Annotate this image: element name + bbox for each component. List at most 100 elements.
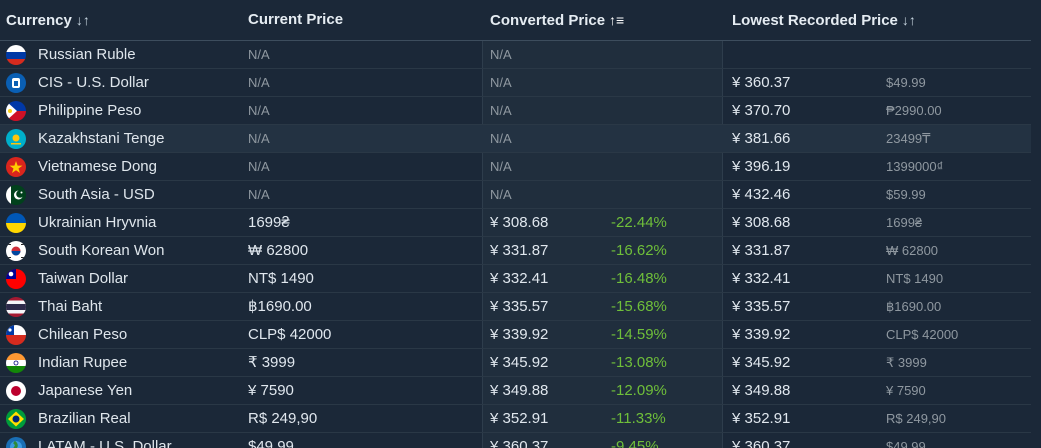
lowest-recorded-local-price: 1399000₫ bbox=[886, 159, 944, 174]
lowest-recorded-local-price: 1699₴ bbox=[886, 215, 923, 230]
currency-column-header[interactable]: Currency ↓↑ bbox=[6, 0, 90, 40]
converted-price: ¥ 308.68 bbox=[490, 214, 549, 231]
lowest-recorded-price: ¥ 360.37 bbox=[732, 74, 791, 91]
lowest-recorded-price: ¥ 339.92 bbox=[732, 326, 791, 343]
cis-flag-icon bbox=[6, 73, 26, 93]
currency-name: Russian Ruble bbox=[38, 46, 136, 63]
lowest-recorded-local-price: ¥ 7590 bbox=[886, 383, 926, 398]
column-divider bbox=[482, 41, 483, 448]
table-row[interactable]: Thai Baht ฿1690.00 ¥ 335.57 -15.68% ¥ 335.57… bbox=[0, 293, 1031, 321]
lowest-recorded-price: ¥ 432.46 bbox=[732, 186, 791, 203]
india-flag-icon bbox=[6, 353, 26, 373]
lowest-recorded-local-price: $59.99 bbox=[886, 187, 926, 202]
converted-price: N/A bbox=[490, 131, 512, 146]
current-price: ₹ 3999 bbox=[248, 354, 296, 371]
lowest-recorded-price: ¥ 335.57 bbox=[732, 298, 791, 315]
lowest-recorded-local-price: CLP$ 42000 bbox=[886, 327, 959, 342]
sort-icon[interactable]: ↓↑ bbox=[901, 12, 916, 28]
price-difference: -11.33% bbox=[611, 410, 666, 427]
lowest-recorded-local-price: $49.99 bbox=[886, 439, 926, 448]
converted-price: ¥ 345.92 bbox=[490, 354, 549, 371]
column-divider bbox=[722, 41, 723, 448]
lowest-recorded-local-price: ₹ 3999 bbox=[886, 355, 927, 370]
table-row[interactable]: Ukrainian Hryvnia 1699₴ ¥ 308.68 -22.44% ¥ 3… bbox=[0, 209, 1031, 237]
current-price: N/A bbox=[248, 187, 270, 202]
pakistan-flag-icon bbox=[6, 185, 26, 205]
currency-name: Brazilian Real bbox=[38, 410, 131, 427]
current-price: N/A bbox=[248, 75, 270, 90]
price-difference: -12.09% bbox=[611, 382, 667, 399]
currency-name: LATAM - U.S. Dollar bbox=[38, 438, 172, 448]
currency-name: Kazakhstani Tenge bbox=[38, 130, 165, 147]
currency-name: Thai Baht bbox=[38, 298, 103, 315]
vietnam-flag-icon bbox=[6, 157, 26, 177]
lowest-price-column-header[interactable]: Lowest Recorded Price ↓↑ bbox=[732, 0, 916, 40]
japan-flag-icon bbox=[6, 381, 26, 401]
philippines-flag-icon bbox=[6, 101, 26, 121]
lowest-recorded-price: ¥ 370.70 bbox=[732, 102, 791, 119]
table-row[interactable]: Chilean Peso CLP$ 42000 ¥ 339.92 -14.59% ¥ 3… bbox=[0, 321, 1031, 349]
lowest-recorded-price: ¥ 332.41 bbox=[732, 270, 791, 287]
converted-price: ¥ 332.41 bbox=[490, 270, 549, 287]
currency-name: Vietnamese Dong bbox=[38, 158, 157, 175]
current-price: N/A bbox=[248, 159, 270, 174]
currency-name: Taiwan Dollar bbox=[38, 270, 129, 287]
converted-price-column-header[interactable]: Converted Price ↑≡ bbox=[490, 0, 624, 40]
table-row[interactable]: South Asia - USD N/A N/A ¥ 432.46 $59.99 bbox=[0, 181, 1031, 209]
lowest-recorded-price: ¥ 345.92 bbox=[732, 354, 791, 371]
russia-flag-icon bbox=[6, 45, 26, 65]
table-row[interactable]: South Korean Won ₩ 62800 ¥ 331.87 -16.62% ¥ … bbox=[0, 237, 1031, 265]
table-row[interactable]: Kazakhstani Tenge N/A N/A ¥ 381.66 23499₸ bbox=[0, 125, 1031, 153]
converted-price: ¥ 360.37 bbox=[490, 438, 549, 448]
lowest-recorded-price: ¥ 381.66 bbox=[732, 130, 791, 147]
table-body: Russian Ruble N/A N/A CIS - U.S. Dollar N/A N… bbox=[0, 41, 1031, 448]
table-header: Currency ↓↑ Current Price Converted Price… bbox=[0, 0, 1031, 41]
price-difference: -16.48% bbox=[611, 270, 667, 287]
chile-flag-icon bbox=[6, 325, 26, 345]
table-row[interactable]: Russian Ruble N/A N/A bbox=[0, 41, 1031, 69]
price-difference: -16.62% bbox=[611, 242, 667, 259]
table-row[interactable]: Taiwan Dollar NT$ 1490 ¥ 332.41 -16.48% ¥ 33… bbox=[0, 265, 1031, 293]
currency-name: CIS - U.S. Dollar bbox=[38, 74, 149, 91]
current-price: NT$ 1490 bbox=[248, 270, 314, 287]
lowest-recorded-price: ¥ 308.68 bbox=[732, 214, 791, 231]
table-row[interactable]: Brazilian Real R$ 249,90 ¥ 352.91 -11.33% ¥ … bbox=[0, 405, 1031, 433]
currency-name: Japanese Yen bbox=[38, 382, 133, 399]
table-row[interactable]: Vietnamese Dong N/A N/A ¥ 396.19 1399000₫ bbox=[0, 153, 1031, 181]
currency-header-label: Currency bbox=[6, 12, 72, 29]
converted-price: N/A bbox=[490, 103, 512, 118]
lowest-recorded-local-price: ฿1690.00 bbox=[886, 299, 942, 314]
lowest-recorded-price: ¥ 396.19 bbox=[732, 158, 791, 175]
table-row[interactable]: CIS - U.S. Dollar N/A N/A ¥ 360.37 $49.99 bbox=[0, 69, 1031, 97]
lowest-price-header-label: Lowest Recorded Price bbox=[732, 12, 898, 29]
converted-price: N/A bbox=[490, 75, 512, 90]
current-price-column-header[interactable]: Current Price bbox=[248, 0, 343, 40]
converted-price: N/A bbox=[490, 187, 512, 202]
table-row[interactable]: Japanese Yen ¥ 7590 ¥ 349.88 -12.09% ¥ 349.8… bbox=[0, 377, 1031, 405]
thailand-flag-icon bbox=[6, 297, 26, 317]
currency-name: South Korean Won bbox=[38, 242, 165, 259]
lowest-recorded-price: ¥ 352.91 bbox=[732, 410, 791, 427]
current-price: N/A bbox=[248, 103, 270, 118]
price-difference: -13.08% bbox=[611, 354, 667, 371]
lowest-recorded-local-price: R$ 249,90 bbox=[886, 411, 946, 426]
current-price: ¥ 7590 bbox=[248, 382, 294, 399]
sort-ascending-icon[interactable]: ↑≡ bbox=[609, 12, 625, 28]
current-price: CLP$ 42000 bbox=[248, 326, 332, 343]
current-price: R$ 249,90 bbox=[248, 410, 318, 427]
sort-icon[interactable]: ↓↑ bbox=[75, 12, 90, 28]
lowest-recorded-price: ¥ 360.37 bbox=[732, 438, 791, 448]
ukraine-flag-icon bbox=[6, 213, 26, 233]
table-row[interactable]: Indian Rupee ₹ 3999 ¥ 345.92 -13.08% ¥ 345.9… bbox=[0, 349, 1031, 377]
lowest-recorded-local-price: NT$ 1490 bbox=[886, 271, 944, 286]
currency-name: South Asia - USD bbox=[38, 186, 155, 203]
currency-name: Ukrainian Hryvnia bbox=[38, 214, 157, 231]
current-price: 1699₴ bbox=[248, 214, 290, 231]
table-row[interactable]: Philippine Peso N/A N/A ¥ 370.70 ₱2990.00 bbox=[0, 97, 1031, 125]
converted-price-header-label: Converted Price bbox=[490, 12, 606, 29]
current-price-header-label: Current Price bbox=[248, 11, 344, 28]
current-price: ₩ 62800 bbox=[248, 242, 309, 259]
converted-price: ¥ 331.87 bbox=[490, 242, 549, 259]
table-row[interactable]: LATAM - U.S. Dollar $49.99 ¥ 360.37 -9.45% ¥… bbox=[0, 433, 1031, 448]
